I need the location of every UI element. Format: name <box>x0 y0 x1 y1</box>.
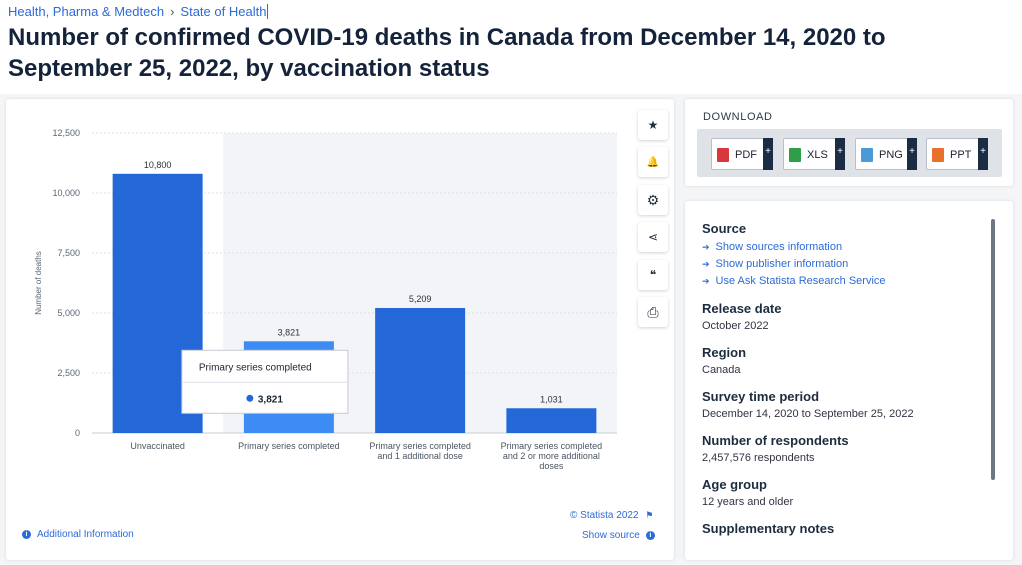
page-title: Number of confirmed COVID-19 deaths in C… <box>8 24 886 82</box>
credit-text: © Statista 2022 <box>570 510 639 521</box>
breadcrumb-separator: › <box>170 4 175 19</box>
region-heading: Region <box>702 345 747 360</box>
additional-info-label: Additional Information <box>37 529 134 540</box>
age-section: Age group 12 years and older <box>702 477 982 510</box>
plus-icon: + <box>835 138 845 170</box>
y-tick-label: 0 <box>75 428 80 438</box>
respondents-section: Number of respondents 2,457,576 responde… <box>702 433 982 466</box>
y-tick-label: 2,500 <box>57 368 80 378</box>
x-tick-label: Primary series completed <box>238 441 340 451</box>
share-button[interactable]: ⋖ <box>638 222 668 252</box>
x-tick-label: and 1 additional dose <box>377 451 463 461</box>
age-heading: Age group <box>702 477 767 492</box>
show-publisher-link[interactable]: Show publisher information <box>702 256 982 273</box>
source-section: Source Show sources information Show pub… <box>702 221 982 290</box>
y-tick-label: 10,000 <box>52 188 80 198</box>
x-tick-label: Unvaccinated <box>130 441 185 451</box>
y-axis-label: Number of deaths <box>34 251 43 315</box>
download-buttons: PDF + XLS + PNG + PPT + <box>697 129 1002 177</box>
download-xls-label: XLS <box>807 149 828 161</box>
release-section: Release date October 2022 <box>702 301 982 334</box>
download-pdf-label: PDF <box>735 149 757 161</box>
print-icon: ⎙ <box>647 303 659 320</box>
show-sources-link[interactable]: Show sources information <box>702 239 982 256</box>
download-title: DOWNLOAD <box>703 111 773 123</box>
quote-icon: ❝ <box>649 268 657 282</box>
notes-section: Supplementary notes <box>702 521 982 536</box>
additional-info-link[interactable]: i Additional Information <box>22 529 134 540</box>
flag-icon: ⚑ <box>645 510 654 520</box>
show-source-label: Show source <box>582 530 640 541</box>
breadcrumb: Health, Pharma & Medtech › State of Health <box>8 4 269 19</box>
favorite-button[interactable]: ★ <box>638 110 668 140</box>
show-source-link[interactable]: Show source i <box>582 530 655 541</box>
plus-icon: + <box>763 138 773 170</box>
release-heading: Release date <box>702 301 782 316</box>
share-icon: ⋖ <box>647 230 659 244</box>
data-label: 3,821 <box>278 327 301 337</box>
x-tick-label: Primary series completed <box>501 441 603 451</box>
star-icon: ★ <box>647 118 659 132</box>
y-tick-label: 7,500 <box>57 248 80 258</box>
page-header: Health, Pharma & Medtech › State of Health… <box>0 0 1022 94</box>
tooltip-marker <box>246 394 254 402</box>
info-icon: i <box>22 530 31 539</box>
download-ppt-button[interactable]: PPT + <box>926 138 988 170</box>
notes-heading: Supplementary notes <box>702 521 835 536</box>
ask-statista-link[interactable]: Use Ask Statista Research Service <box>702 273 982 290</box>
data-label: 1,031 <box>540 394 563 404</box>
download-xls-button[interactable]: XLS + <box>783 138 845 170</box>
bar[interactable] <box>375 307 466 433</box>
info-card: Source Show sources information Show pub… <box>685 201 1013 560</box>
ppt-icon <box>932 148 944 162</box>
breadcrumb-link-state-of-health[interactable]: State of Health <box>180 4 269 19</box>
breadcrumb-link-health[interactable]: Health, Pharma & Medtech <box>8 4 165 19</box>
chart-card: 0 2,500 5,000 7,500 10,000 12,500 Number of de… <box>6 99 674 560</box>
release-value: October 2022 <box>702 320 769 332</box>
download-ppt-label: PPT <box>950 149 972 161</box>
x-tick-label: Primary series completed <box>369 441 471 451</box>
y-tick-label: 12,500 <box>52 128 80 138</box>
bell-icon: 🔔 <box>646 156 660 168</box>
statista-credit[interactable]: © Statista 2022 ⚑ <box>570 510 653 521</box>
survey-heading: Survey time period <box>702 389 820 404</box>
xls-icon <box>789 148 801 162</box>
data-label: 5,209 <box>409 294 432 304</box>
tooltip-title: Primary series completed <box>199 362 312 373</box>
settings-button[interactable]: ⚙ <box>638 185 668 215</box>
source-heading: Source <box>702 221 747 236</box>
info-icon: i <box>645 531 655 540</box>
data-label: 10,800 <box>144 160 172 170</box>
plus-icon: + <box>907 138 917 170</box>
info-body: Source Show sources information Show pub… <box>702 221 982 547</box>
x-tick-label: doses <box>539 461 564 471</box>
y-tick-label: 5,000 <box>57 308 80 318</box>
plus-icon: + <box>978 138 988 170</box>
pdf-icon <box>717 148 729 162</box>
download-png-label: PNG <box>879 149 903 161</box>
info-scrollbar[interactable] <box>991 219 995 480</box>
notification-button[interactable]: 🔔 <box>638 147 668 177</box>
category-band <box>485 133 617 433</box>
age-value: 12 years and older <box>702 496 794 508</box>
survey-value: December 14, 2020 to September 25, 2022 <box>702 408 914 420</box>
download-card: DOWNLOAD PDF + XLS + PNG + PPT + <box>685 99 1013 186</box>
region-value: Canada <box>702 364 741 376</box>
chart-svg: 0 2,500 5,000 7,500 10,000 12,500 Number of de… <box>34 128 617 471</box>
respondents-heading: Number of respondents <box>702 433 849 448</box>
download-png-button[interactable]: PNG + <box>855 138 917 170</box>
download-pdf-button[interactable]: PDF + <box>711 138 773 170</box>
respondents-value: 2,457,576 respondents <box>702 452 815 464</box>
print-button[interactable]: ⎙ <box>638 297 668 327</box>
png-icon <box>861 148 873 162</box>
x-tick-label: and 2 or more additional <box>503 451 600 461</box>
tooltip-value: 3,821 <box>258 394 283 405</box>
cite-button[interactable]: ❝ <box>638 260 668 290</box>
gear-icon: ⚙ <box>646 191 660 208</box>
bar[interactable] <box>506 408 597 433</box>
survey-section: Survey time period December 14, 2020 to … <box>702 389 982 422</box>
region-section: Region Canada <box>702 345 982 378</box>
